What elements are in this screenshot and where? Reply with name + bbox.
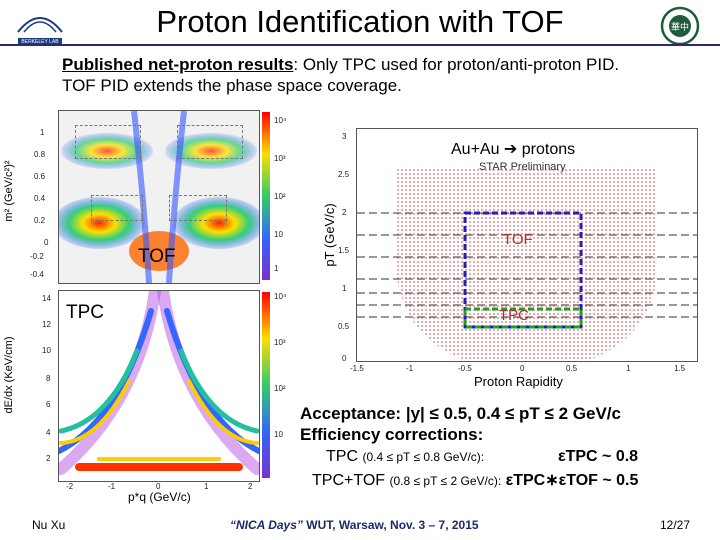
tpc-y-tick: 10 [42,346,51,355]
tpctof-eff-range: (0.8 ≤ pT ≤ 2 GeV/c): [389,474,502,488]
acceptance-y-tick: 3 [342,132,347,141]
intro-line-1: Published net-proton results: Only TPC u… [62,54,702,75]
tpc-y-tick: 6 [46,400,51,409]
tpc-plot-label: TPC [66,302,104,323]
acceptance-plot: pT (GeV/c) Au+Au ➔ protons STAR Prelimin… [310,118,710,398]
acceptance-x-tick: -1.5 [350,364,364,373]
tof-color-scale [262,112,270,280]
page-number: 12/27 [660,518,691,532]
acceptance-points [357,169,697,361]
tof-z-tick: 10⁴ [274,116,287,125]
event-name: “NICA Days” [230,518,303,532]
tpc-y-tick: 4 [46,428,51,437]
acceptance-x-tick: 1 [626,364,631,373]
footer-event: “NICA Days” WUT, Warsaw, Nov. 3 – 7, 201… [230,518,479,532]
tof-y-tick: -0.4 [30,270,44,279]
tpc-efficiency-line: TPC (0.4 ≤ pT ≤ 0.8 GeV/c): εTPC ~ 0.8 [326,448,706,466]
tof-y-tick: 0.8 [34,150,46,159]
tof-z-tick: 10² [274,192,286,201]
tof-y-tick: -0.2 [30,252,44,261]
event-details: WUT, Warsaw, Nov. 3 – 7, 2015 [306,518,479,532]
title-divider [0,44,720,46]
tpc-y-tick: 14 [42,294,51,303]
acceptance-y-axis-label: pT (GeV/c) [322,203,337,267]
tpc-x-tick: 1 [204,482,209,491]
tof-low-cut-box-left [91,195,143,221]
acceptance-x-tick: -0.5 [458,364,472,373]
acceptance-y-tick: 2.5 [338,170,350,179]
tof-y-axis-label: m² (GeV/c²)² [3,160,15,222]
acceptance-text: Acceptance: |y| ≤ 0.5, 0.4 ≤ pT ≤ 2 GeV/… [300,404,621,423]
tpc-x-axis-label: p*q (GeV/c) [128,490,191,504]
tof-y-tick: 0.4 [34,194,46,203]
tof-y-tick: 0.2 [34,216,46,225]
tof-region-label: TOF [503,231,533,248]
tpc-eff-value: εTPC ~ 0.8 [558,448,639,465]
tpc-y-tick: 8 [46,374,51,383]
slide-title: Proton Identification with TOF [156,4,564,39]
tpc-eff-range: (0.4 ≤ pT ≤ 0.8 GeV/c): [362,450,485,464]
tof-plot-area [58,110,260,284]
tof-plot-label: TOF [138,246,176,267]
acceptance-x-tick: 1.5 [674,364,686,373]
acceptance-x-axis-label: Proton Rapidity [474,374,563,389]
efficiency-heading: Efficiency corrections: [300,425,484,444]
tpc-x-tick: -1 [108,482,116,491]
logo-caption: BERKELEY LAB [21,39,59,45]
tpc-z-tick: 10² [274,384,286,393]
tof-z-tick: 1 [274,264,279,273]
tof-low-cut-box-right [169,195,227,221]
seal-text: 華中 [670,22,689,32]
acceptance-title: Au+Au ➔ protons [451,141,576,158]
tpc-region-label: TPC [499,307,529,324]
intro-text: Published net-proton results: Only TPC u… [62,54,702,96]
tpc-z-tick: 10³ [274,338,286,347]
tof-y-tick: 1 [40,128,45,137]
intro-lead: Published net-proton results [62,55,294,74]
tpc-x-tick: 0 [156,482,161,491]
tof-z-tick: 10 [274,230,283,239]
intro-rest: : Only TPC used for proton/anti-proton P… [293,55,620,74]
acceptance-x-tick: 0.5 [566,364,578,373]
tpc-x-tick: 2 [248,482,253,491]
acceptance-plot-area: Au+Au ➔ protons STAR Preliminary TOF TPC [356,128,698,362]
acceptance-subtitle: STAR Preliminary [479,161,566,173]
acceptance-y-tick: 0 [342,354,347,363]
acceptance-y-tick: 2 [342,208,347,217]
tof-antiproton-cut-box [75,125,141,159]
tof-y-tick: 0.6 [34,172,46,181]
tpc-y-axis-label: dE/dx (KeV/cm) [3,336,15,414]
tof-y-tick: 0 [44,238,49,247]
berkeley-lab-logo: BERKELEY LAB [14,8,66,48]
tpctof-eff-label: TPC+TOF [312,472,386,489]
tpc-z-tick: 10 [274,430,283,439]
tof-mass-plot: m² (GeV/c²)² 1 0.8 0.6 0.4 0.2 0 [0,104,300,290]
tpc-eff-label: TPC [326,448,358,465]
tpc-z-tick: 10⁴ [274,292,287,301]
tpc-color-scale [262,292,270,478]
tpc-x-tick: -2 [66,482,74,491]
tpc-y-tick: 2 [46,454,51,463]
footer-author: Nu Xu [32,518,66,532]
acceptance-x-tick: -1 [406,364,414,373]
tpc-plot-area [58,290,260,482]
acceptance-y-tick: 0.5 [338,322,350,331]
intro-line-2: TOF PID extends the phase space coverage… [62,76,402,95]
acceptance-y-tick: 1 [342,284,347,293]
acceptance-x-tick: 0 [520,364,525,373]
tof-z-tick: 10³ [274,154,286,163]
acceptance-y-tick: 1.5 [338,246,350,255]
tof-proton-cut-box [177,125,243,159]
tpc-y-tick: 12 [42,320,51,329]
tpctof-efficiency-line: TPC+TOF (0.8 ≤ pT ≤ 2 GeV/c): εTPC∗εTOF … [312,470,712,490]
tpctof-eff-value: εTPC∗εTOF ~ 0.5 [505,472,639,489]
tpc-dedx-plot: dE/dx (KeV/cm) 14 12 10 8 6 4 2 -2 -1 0 … [0,286,300,506]
